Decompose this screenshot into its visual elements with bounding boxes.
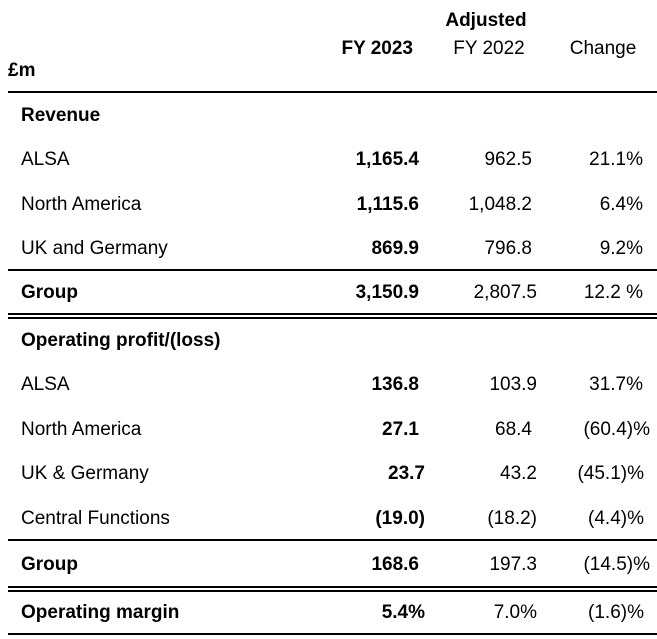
subtotal-rule [8,539,657,541]
double-rule-top [8,313,657,315]
value-fy2023: 1,115.6 [356,194,419,215]
value-fy2022: 796.8 [484,238,532,259]
row-label: UK and Germany [21,238,168,259]
row-label: ALSA [21,374,70,395]
value-fy2023: 869.9 [371,238,419,259]
row-label: North America [21,419,142,440]
value-fy2023: 168.6 [371,554,419,575]
value-change: 9.2% [599,238,643,259]
value-change: 31.7% [589,374,643,395]
value-fy2022: 68.4 [495,419,532,440]
value-fy2022: 103.9 [489,374,537,395]
value-fy2023: 1,165.4 [355,149,419,170]
row-label: Central Functions [21,508,170,529]
row-label: North America [21,194,142,215]
row-label: Operating margin [21,602,180,623]
value-fy2023: 27.1 [382,419,419,440]
value-change: 12.2 % [583,282,643,303]
value-fy2022: 1,048.2 [468,194,532,215]
value-change: (1.6)% [588,602,644,623]
value-fy2023: 5.4% [381,602,425,623]
value-change: (14.5)% [583,554,650,575]
subtotal-rule [8,269,657,271]
value-fy2022: 7.0% [493,602,537,623]
header-unit-label: £m [8,60,36,81]
value-fy2023: (19.0) [375,508,425,529]
value-change: 21.1% [589,149,643,170]
section-title-revenue: Revenue [21,105,101,126]
header-adjusted: Adjusted [445,10,527,31]
header-rule [8,91,657,93]
value-change: 6.4% [599,194,643,215]
section-title-operating-profit: Operating profit/(loss) [21,330,221,351]
value-fy2023: 136.8 [371,374,419,395]
row-label: UK & Germany [21,463,149,484]
value-fy2022: (18.2) [487,508,537,529]
double-rule-bottom [8,317,657,319]
value-change: (60.4)% [583,419,650,440]
header-fy2022: FY 2022 [453,38,525,59]
value-fy2022: 43.2 [500,463,537,484]
value-fy2022: 197.3 [489,554,537,575]
row-label: ALSA [21,149,70,170]
header-fy2023: FY 2023 [341,38,413,59]
row-label: Group [21,282,78,303]
value-fy2022: 2,807.5 [473,282,537,303]
bottom-rule [8,633,657,635]
double-rule-top [8,586,657,588]
value-fy2023: 3,150.9 [355,282,419,303]
row-label: Group [21,554,78,575]
double-rule-bottom [8,590,657,592]
value-change: (45.1)% [577,463,644,484]
header-change: Change [569,38,637,59]
value-fy2022: 962.5 [484,149,532,170]
value-fy2023: 23.7 [388,463,425,484]
value-change: (4.4)% [588,508,644,529]
